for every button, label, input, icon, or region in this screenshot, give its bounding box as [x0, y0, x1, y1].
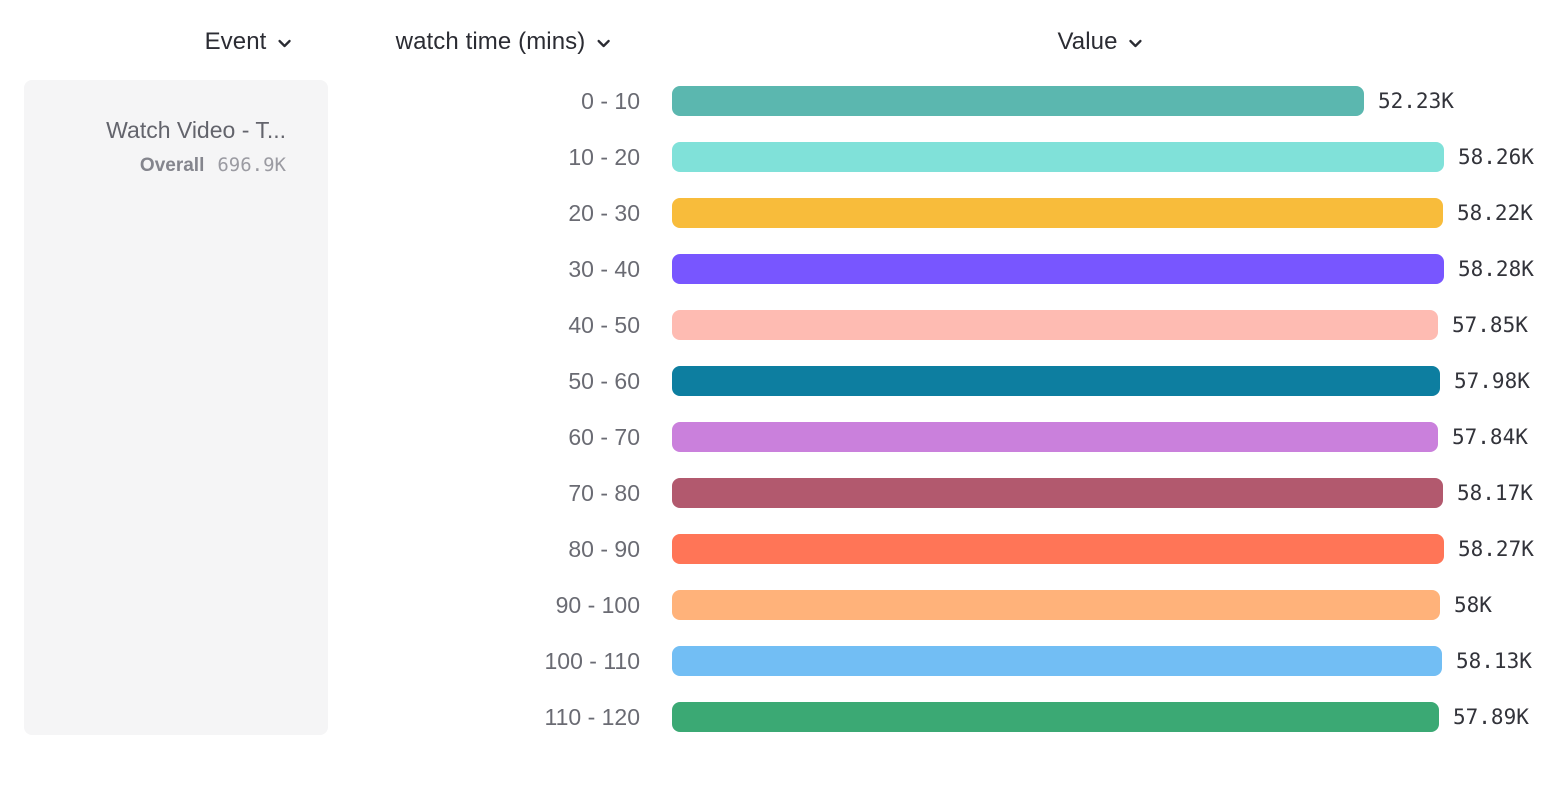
value-bar[interactable] [672, 310, 1438, 340]
value-bar[interactable] [672, 198, 1443, 228]
value-label: 58.13K [1456, 649, 1532, 673]
value-bar[interactable] [672, 702, 1439, 732]
chart-row: 0 - 10 52.23K [0, 73, 1568, 129]
value-label: 58.17K [1457, 481, 1533, 505]
value-bar[interactable] [672, 142, 1444, 172]
value-label: 58K [1454, 593, 1492, 617]
value-label: 57.84K [1452, 425, 1528, 449]
event-overall-row: Overall 696.9K [54, 154, 286, 177]
chart-row: 30 - 40 58.28K [0, 241, 1568, 297]
category-label: 80 - 90 [568, 535, 640, 562]
chart-row: 100 - 110 58.13K [0, 633, 1568, 689]
bar-chart: 0 - 10 52.23K 10 - 20 58.26K 20 - 30 58.… [0, 73, 1568, 745]
chart-row: 80 - 90 58.27K [0, 521, 1568, 577]
value-bar[interactable] [672, 646, 1442, 676]
chart-row: 110 - 120 57.89K [0, 689, 1568, 745]
chart-row: 40 - 50 57.85K [0, 297, 1568, 353]
chart-row: 20 - 30 58.22K [0, 185, 1568, 241]
value-bar[interactable] [672, 590, 1440, 620]
chart-row: 90 - 100 58K [0, 577, 1568, 633]
value-label: 58.22K [1457, 201, 1533, 225]
category-label: 20 - 30 [568, 199, 640, 226]
value-label: 57.98K [1454, 369, 1530, 393]
category-label: 60 - 70 [568, 423, 640, 450]
overall-value: 696.9K [217, 154, 286, 176]
value-label: 57.89K [1453, 705, 1529, 729]
category-label: 30 - 40 [568, 255, 640, 282]
event-name: Watch Video - T... [106, 117, 286, 143]
category-label: 100 - 110 [544, 647, 640, 674]
value-label: 58.27K [1458, 537, 1534, 561]
chart-row: 50 - 60 57.98K [0, 353, 1568, 409]
chevron-down-icon [596, 39, 610, 48]
category-label: 110 - 120 [544, 703, 640, 730]
event-column-header[interactable]: Event [205, 28, 292, 56]
event-column-label: Event [204, 28, 267, 55]
category-label: 50 - 60 [568, 367, 640, 394]
value-bar[interactable] [672, 478, 1443, 508]
category-label: 0 - 10 [581, 87, 640, 114]
value-bar[interactable] [672, 534, 1444, 564]
chart-row: 60 - 70 57.84K [0, 409, 1568, 465]
value-label: 57.85K [1452, 313, 1528, 337]
chart-row: 70 - 80 58.17K [0, 465, 1568, 521]
segment-column-label: watch time (mins) [395, 28, 586, 55]
overall-label: Overall [139, 155, 205, 176]
value-label: 58.28K [1458, 257, 1534, 281]
value-column-label: Value [1057, 28, 1118, 55]
chart-row: 10 - 20 58.26K [0, 129, 1568, 185]
value-bar[interactable] [672, 422, 1438, 452]
event-card[interactable]: Watch Video - T... Overall 696.9K [24, 80, 328, 735]
chevron-down-icon [277, 39, 291, 48]
category-label: 10 - 20 [568, 143, 640, 170]
category-label: 70 - 80 [568, 479, 640, 506]
category-label: 90 - 100 [555, 591, 640, 618]
chevron-down-icon [1129, 39, 1143, 48]
value-column-header[interactable]: Value [1057, 28, 1142, 56]
value-bar[interactable] [672, 86, 1364, 116]
value-bar[interactable] [672, 366, 1440, 396]
value-bar[interactable] [672, 254, 1444, 284]
value-label: 58.26K [1458, 145, 1534, 169]
segment-column-header[interactable]: watch time (mins) [396, 28, 611, 56]
value-label: 52.23K [1378, 89, 1454, 113]
category-label: 40 - 50 [568, 311, 640, 338]
